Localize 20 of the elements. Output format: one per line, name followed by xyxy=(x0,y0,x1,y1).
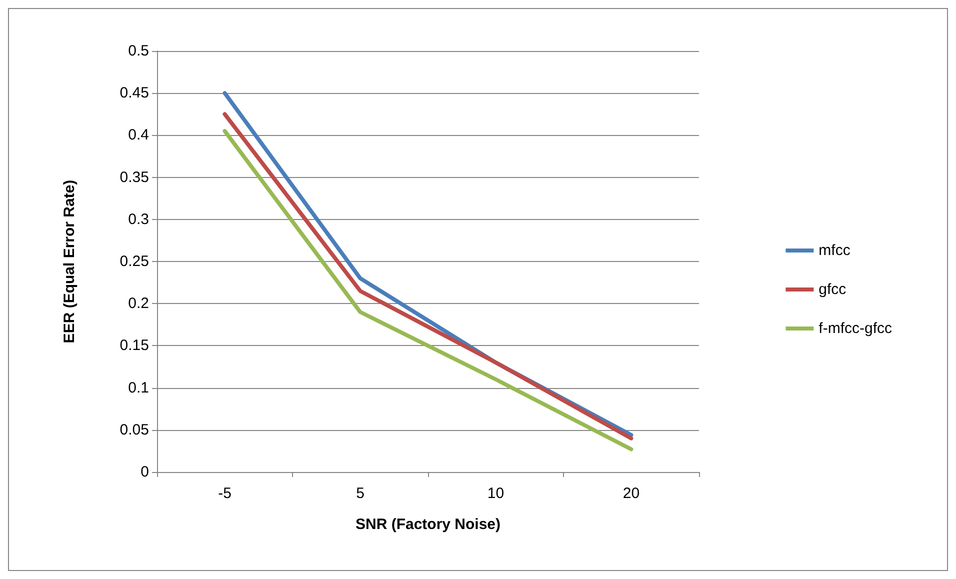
x-tick-label: 5 xyxy=(356,485,364,502)
x-tick-label: -5 xyxy=(218,485,232,502)
y-tick-label: 0.3 xyxy=(128,210,149,228)
legend-label: f-mfcc-gfcc xyxy=(818,320,892,337)
y-tick-label: 0.4 xyxy=(128,126,149,144)
y-tick-label: 0.25 xyxy=(120,253,149,270)
legend-label: mfcc xyxy=(818,242,851,259)
y-tick-label: 0.45 xyxy=(120,84,149,102)
y-tick-label: 0.1 xyxy=(128,379,149,396)
y-tick-label: 0.15 xyxy=(120,337,149,354)
x-axis-title: SNR (Factory Noise) xyxy=(355,516,501,533)
x-tick-label: 10 xyxy=(487,485,504,502)
x-tick-label: 20 xyxy=(622,485,640,502)
y-axis-title: EER (Equal Error Rate) xyxy=(61,180,78,344)
y-tick-label: 0 xyxy=(140,464,149,480)
y-tick-label: 0.35 xyxy=(120,168,149,186)
y-tick-label: 0.05 xyxy=(120,421,149,438)
legend-label: gfcc xyxy=(818,281,847,298)
y-tick-label: 0.2 xyxy=(128,295,149,312)
y-tick-label: 0.5 xyxy=(128,42,149,60)
